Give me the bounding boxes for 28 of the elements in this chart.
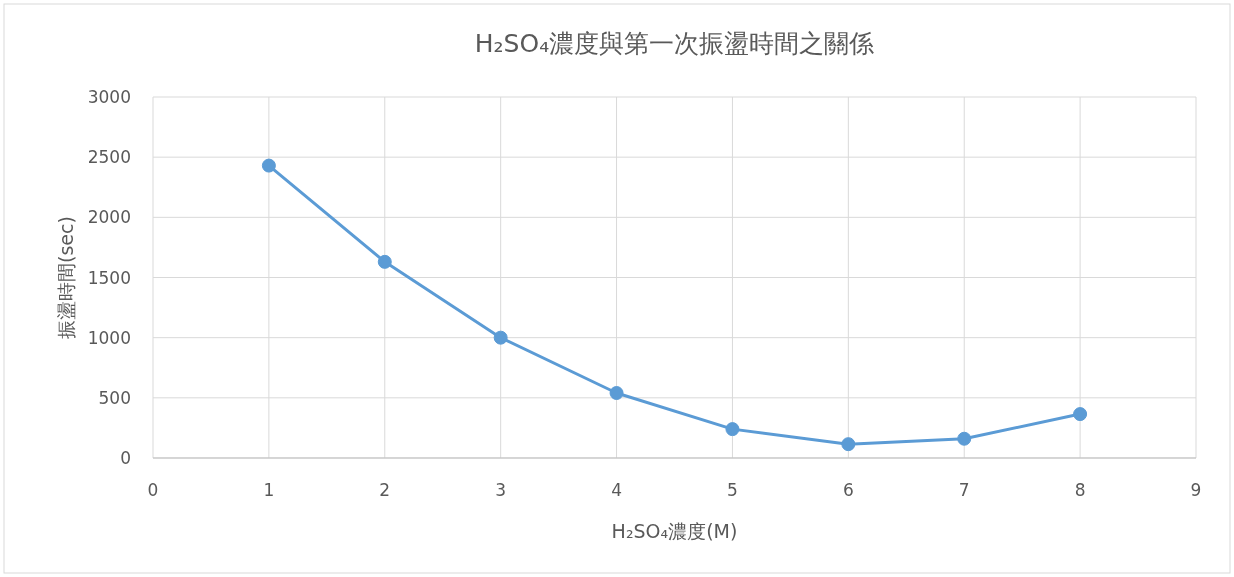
point	[261, 158, 276, 173]
x-tick-label: 6	[842, 480, 854, 500]
y-tick-label: 0	[120, 448, 131, 468]
point	[609, 386, 624, 401]
y-tick-label: 500	[98, 387, 131, 408]
x-tick-label: 9	[1190, 480, 1202, 500]
y-tick-label: 2500	[87, 147, 131, 168]
y-tick-label: 1500	[87, 267, 131, 288]
x-tick-label: 2	[379, 480, 391, 500]
x-axis-title: H₂SO₄濃度(M)	[611, 520, 738, 542]
point	[493, 330, 508, 345]
point	[957, 431, 972, 446]
x-tick-label: 3	[495, 480, 507, 500]
point	[377, 254, 392, 269]
x-tick-label: 7	[958, 480, 970, 500]
point	[1073, 407, 1088, 422]
x-tick-label: 1	[263, 480, 275, 500]
y-tick-label: 3000	[87, 87, 131, 107]
x-tick-label: 5	[727, 480, 738, 500]
x-tick-label: 4	[611, 480, 622, 500]
x-tick-label: 8	[1074, 480, 1086, 500]
y-axis-title: 振盪時間(sec)	[55, 216, 77, 339]
chart-title: H₂SO₄濃度與第一次振盪時間之關係	[474, 29, 875, 58]
point	[841, 437, 856, 452]
y-tick-label: 1000	[87, 327, 131, 348]
y-tick-label: 2000	[87, 207, 131, 228]
point	[725, 422, 740, 437]
x-tick-label: 0	[147, 480, 159, 500]
